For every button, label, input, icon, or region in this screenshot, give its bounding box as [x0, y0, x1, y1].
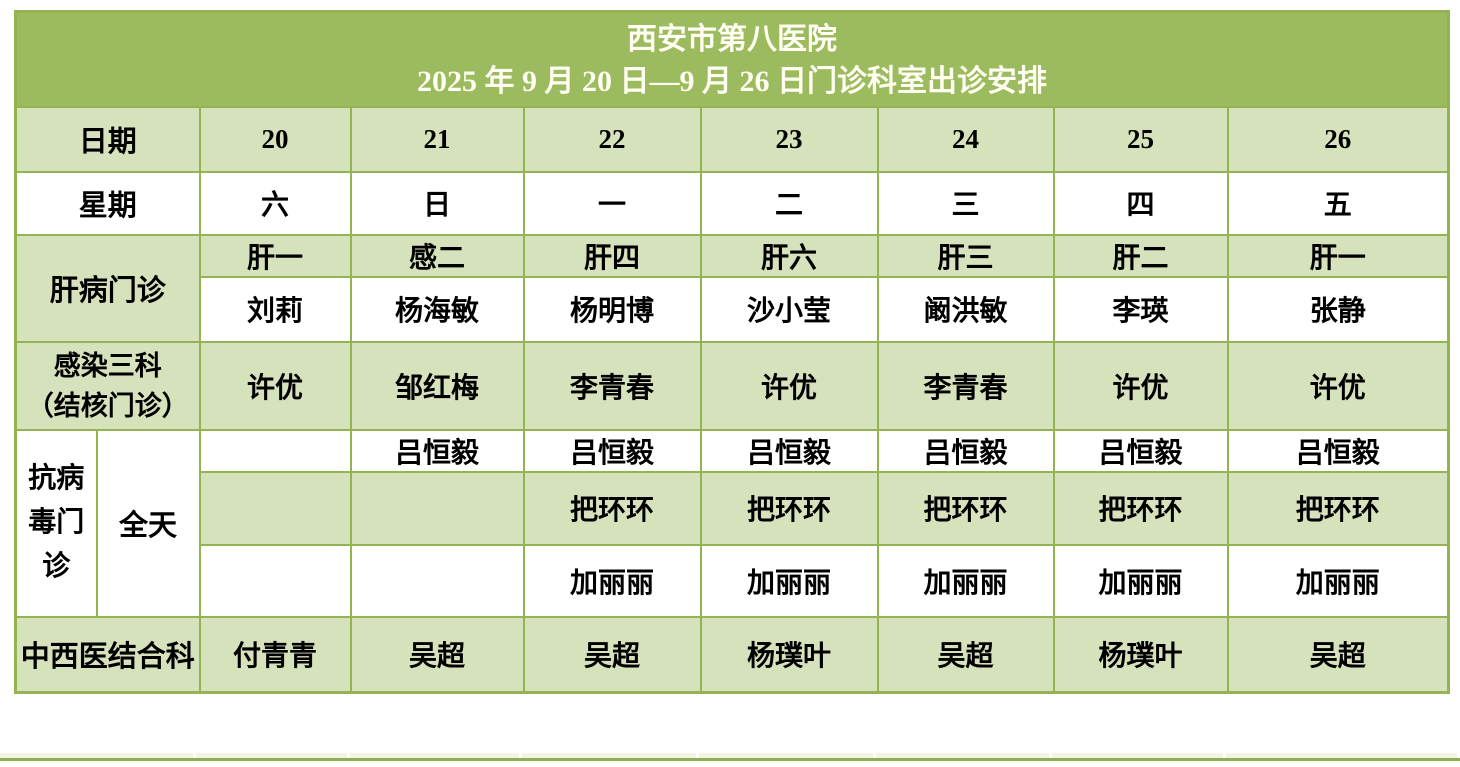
- antiviral-r1-23: 吕恒毅: [699, 428, 879, 473]
- antiviral-row-2: 把环环 把环环 把环环 把环环 把环环: [16, 470, 1450, 546]
- weekday-sun: 日: [349, 170, 525, 236]
- infection-doctor-24: 李青春: [876, 340, 1055, 431]
- partial-cell: [196, 753, 350, 759]
- date-row: 日期 20 21 22 23 24 25 26: [14, 105, 1450, 173]
- outpatient-schedule-table: 西安市第八医院 2025 年 9 月 20 日—9 月 26 日门诊科室出诊安排…: [14, 10, 1451, 694]
- date-23: 23: [699, 105, 879, 173]
- schedule-subtitle: 2025 年 9 月 20 日—9 月 26 日门诊科室出诊安排: [417, 65, 1048, 99]
- weekday-wed: 三: [876, 170, 1055, 236]
- antiviral-r3-22: 加丽丽: [522, 543, 702, 618]
- antiviral-row-1: 抗病毒门诊 全天 吕恒毅 吕恒毅 吕恒毅 吕恒毅 吕恒毅 吕恒毅: [14, 428, 1450, 618]
- partial-next-row: [0, 753, 1460, 759]
- liver-code-21: 感二: [349, 233, 525, 278]
- liver-doctor-23: 沙小莹: [699, 275, 879, 343]
- antiviral-allday-label: 全天: [95, 428, 201, 618]
- liver-code-26: 肝一: [1226, 233, 1450, 278]
- weekday-fri: 五: [1226, 170, 1450, 236]
- date-24: 24: [876, 105, 1055, 173]
- liver-clinic-doctors-row: 刘莉 杨海敏 杨明博 沙小莹 阚洪敏 李瑛 张静: [16, 275, 1450, 343]
- liver-code-22: 肝四: [522, 233, 702, 278]
- antiviral-r1-22: 吕恒毅: [522, 428, 702, 473]
- antiviral-r1-20: [198, 428, 352, 473]
- antiviral-r3-24: 加丽丽: [876, 543, 1055, 618]
- partial-cell: [699, 753, 876, 759]
- date-21: 21: [349, 105, 525, 173]
- bottom-grid-line: [0, 758, 1460, 761]
- partial-cell: [0, 753, 196, 759]
- integrative-doctor-23: 杨璞叶: [699, 615, 879, 694]
- antiviral-r2-23: 把环环: [699, 470, 879, 546]
- integrative-doctor-24: 吴超: [876, 615, 1055, 694]
- antiviral-r2-24: 把环环: [876, 470, 1055, 546]
- partial-cell: [350, 753, 522, 759]
- antiviral-r1-21: 吕恒毅: [349, 428, 525, 473]
- weekday-row-label: 星期: [14, 170, 201, 236]
- integrative-doctor-26: 吴超: [1226, 615, 1450, 694]
- antiviral-r2-26: 把环环: [1226, 470, 1450, 546]
- date-25: 25: [1052, 105, 1229, 173]
- partial-cell: [876, 753, 1052, 759]
- partial-cell: [1226, 753, 1460, 759]
- antiviral-r3-25: 加丽丽: [1052, 543, 1229, 618]
- partial-cell: [522, 753, 699, 759]
- integrative-doctor-25: 杨璞叶: [1052, 615, 1229, 694]
- liver-code-20: 肝一: [198, 233, 352, 278]
- date-26: 26: [1226, 105, 1450, 173]
- integrative-doctor-22: 吴超: [522, 615, 702, 694]
- liver-code-23: 肝六: [699, 233, 879, 278]
- integrative-dept-row: 中西医结合科 付青青 吴超 吴超 杨璞叶 吴超 杨璞叶 吴超: [14, 615, 1450, 694]
- liver-doctor-20: 刘莉: [198, 275, 352, 343]
- antiviral-r3-26: 加丽丽: [1226, 543, 1450, 618]
- antiviral-row-3: 加丽丽 加丽丽 加丽丽 加丽丽 加丽丽: [16, 543, 1450, 618]
- liver-doctor-22: 杨明博: [522, 275, 702, 343]
- antiviral-r3-20: [198, 543, 352, 618]
- infection-doctor-21: 邹红梅: [349, 340, 525, 431]
- antiviral-r2-20: [198, 470, 352, 546]
- liver-doctor-26: 张静: [1226, 275, 1450, 343]
- weekday-mon: 一: [522, 170, 702, 236]
- infection-doctor-22: 李青春: [522, 340, 702, 431]
- liver-clinic-codes-row: 肝病门诊 肝一 感二 肝四 肝六 肝三 肝二 肝一: [14, 233, 1450, 343]
- date-20: 20: [198, 105, 352, 173]
- date-22: 22: [522, 105, 702, 173]
- antiviral-r2-25: 把环环: [1052, 470, 1229, 546]
- partial-cell: [1052, 753, 1226, 759]
- liver-clinic-label: 肝病门诊: [14, 233, 201, 343]
- infection-doctor-26: 许优: [1226, 340, 1450, 431]
- infection-dept-label-line1: 感染三科: [53, 350, 162, 381]
- antiviral-r2-22: 把环环: [522, 470, 702, 546]
- infection-doctor-25: 许优: [1052, 340, 1229, 431]
- liver-doctor-21: 杨海敏: [349, 275, 525, 343]
- integrative-doctor-20: 付青青: [198, 615, 352, 694]
- hospital-name: 西安市第八医院: [627, 23, 838, 57]
- weekday-sat: 六: [198, 170, 352, 236]
- table-title-cell: 西安市第八医院 2025 年 9 月 20 日—9 月 26 日门诊科室出诊安排: [14, 10, 1450, 108]
- liver-doctor-25: 李瑛: [1052, 275, 1229, 343]
- integrative-doctor-21: 吴超: [349, 615, 525, 694]
- antiviral-r1-26: 吕恒毅: [1226, 428, 1450, 473]
- antiviral-r2-21: [349, 470, 525, 546]
- date-row-label: 日期: [14, 105, 201, 173]
- antiviral-clinic-label: 抗病毒门诊: [14, 428, 98, 618]
- liver-doctor-24: 阚洪敏: [876, 275, 1055, 343]
- infection-dept-label: 感染三科 （结核门诊）: [14, 340, 201, 431]
- antiviral-r3-21: [349, 543, 525, 618]
- weekday-tue: 二: [699, 170, 879, 236]
- antiviral-r3-23: 加丽丽: [699, 543, 879, 618]
- infection-doctor-20: 许优: [198, 340, 352, 431]
- weekday-row: 星期 六 日 一 二 三 四 五: [14, 170, 1450, 236]
- liver-code-24: 肝三: [876, 233, 1055, 278]
- infection-dept-row: 感染三科 （结核门诊） 许优 邹红梅 李青春 许优 李青春 许优 许优: [14, 340, 1450, 431]
- integrative-dept-label: 中西医结合科: [14, 615, 201, 694]
- liver-code-25: 肝二: [1052, 233, 1229, 278]
- infection-dept-label-line2: （结核门诊）: [26, 390, 189, 421]
- antiviral-r1-25: 吕恒毅: [1052, 428, 1229, 473]
- weekday-thu: 四: [1052, 170, 1229, 236]
- antiviral-r1-24: 吕恒毅: [876, 428, 1055, 473]
- infection-doctor-23: 许优: [699, 340, 879, 431]
